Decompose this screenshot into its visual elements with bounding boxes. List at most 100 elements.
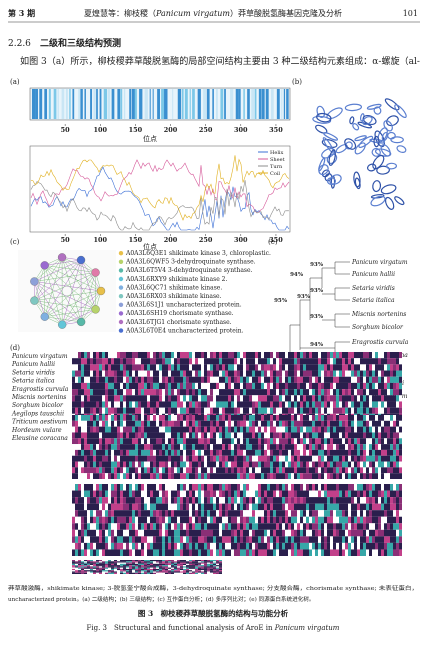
residue [99,473,102,479]
residue [312,490,315,498]
residue [249,382,252,390]
residue [267,395,270,402]
residue [111,444,114,450]
residue [348,484,351,491]
residue [357,484,360,491]
residue [240,407,243,414]
residue [219,415,222,421]
residue [324,510,327,517]
residue [162,565,165,567]
residue [120,566,123,568]
residue [102,438,105,445]
residue [132,565,135,567]
residue [186,523,189,530]
residue [285,395,288,402]
residue [117,536,120,543]
residue [336,523,339,530]
residue [330,382,333,390]
residue [396,438,399,445]
residue [117,568,120,571]
residue [297,395,300,402]
residue [327,510,330,517]
node [96,286,106,296]
residue [87,467,90,474]
residue [81,536,84,543]
residue [255,467,258,474]
residue [78,473,81,479]
residue [270,455,273,462]
residue [219,420,222,427]
residue [321,352,324,359]
residue [174,565,177,567]
residue [249,549,252,556]
residue [111,510,114,517]
residue [258,376,261,383]
residue [234,352,237,359]
residue [342,449,345,456]
residue [174,572,177,574]
residue [189,370,192,377]
helix-ribbon [394,196,405,206]
residue [393,407,396,414]
residue [249,401,252,408]
residue [96,407,99,414]
residue [84,376,87,383]
residue [378,455,381,462]
residue [204,523,207,530]
residue [216,461,219,468]
residue [222,510,225,517]
residue [153,364,156,371]
residue [255,426,258,433]
residue [198,563,201,566]
residue [246,473,249,479]
residue [240,473,243,479]
residue [135,455,138,462]
residue [96,542,99,550]
residue [390,497,393,504]
residue [270,484,273,491]
residue [318,432,321,439]
residue [285,503,288,511]
residue [102,503,105,511]
residue [225,490,228,498]
residue [258,432,261,439]
residue [126,415,129,421]
residue [195,560,198,562]
residue [366,449,369,456]
residue [159,389,162,396]
residue [78,467,81,474]
node [40,312,49,321]
residue [132,407,135,414]
residue [186,572,189,574]
residue [270,503,273,511]
residue [255,516,258,524]
residue [162,484,165,491]
residue [351,449,354,456]
residue [357,444,360,450]
residue [327,536,330,543]
helix-ribbon [353,171,361,188]
residue [282,420,285,427]
residue [261,358,264,365]
residue [294,490,297,498]
residue [342,444,345,450]
residue [375,449,378,456]
residue [171,382,174,390]
residue [267,529,270,537]
residue [297,389,300,396]
residue [282,415,285,421]
residue [210,490,213,498]
residue [315,444,318,450]
node [40,261,49,270]
residue [165,473,168,479]
residue [270,549,273,556]
residue [129,523,132,530]
residue [210,484,213,491]
residue [189,352,192,359]
residue [339,455,342,462]
residue [105,561,108,563]
residue [228,467,231,474]
residue [381,352,384,359]
residue [357,490,360,498]
residue [324,523,327,530]
